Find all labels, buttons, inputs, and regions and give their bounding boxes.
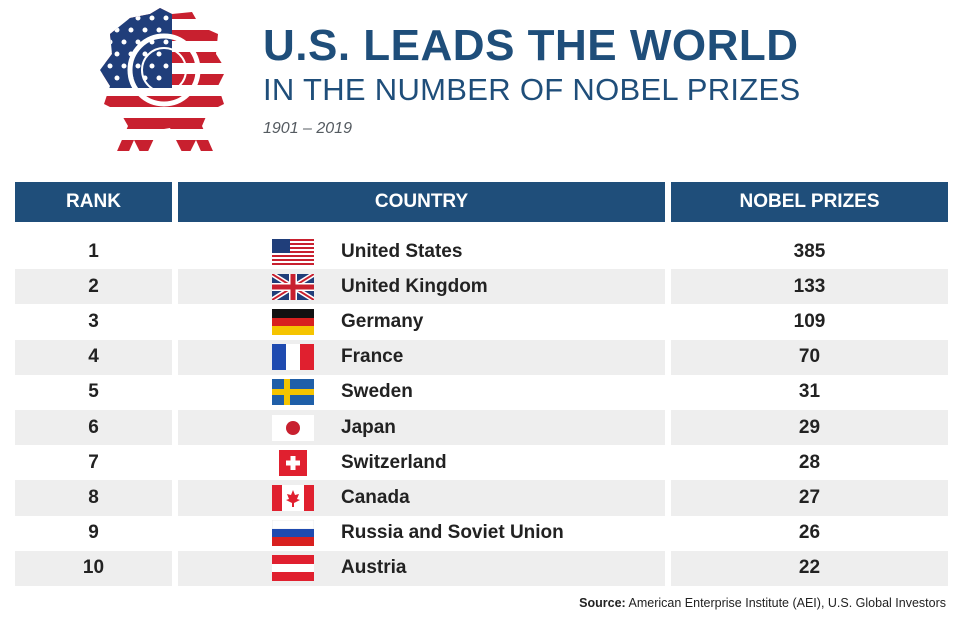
rank-cell: 5 [88,381,99,403]
table-row: 6 Japan 29 [15,409,948,446]
header-nobel-prizes: NOBEL PRIZES [671,182,948,222]
prizes-cell: 31 [798,381,821,403]
country-cell: United States [178,234,665,269]
country-cell: United Kingdom [178,269,665,305]
austria-flag-icon [272,555,314,582]
prizes-cell: 28 [798,451,821,473]
table-row: 7 Switzerland 28 [15,445,948,480]
table-row: 1 United States 385 [15,234,948,269]
russia-flag-icon [272,520,314,547]
country-cell: France [178,339,665,375]
prizes-cell: 29 [671,409,948,446]
page-subtitle: IN THE NUMBER OF NOBEL PRIZES [263,72,801,107]
country-cell: Japan [178,409,665,446]
table-row: 4 France 70 [15,339,948,375]
rank-cell: 7 [88,451,99,473]
country-name: United Kingdom [341,275,488,297]
uk-flag-icon [272,273,314,300]
source-note: Source: American Enterprise Institute (A… [579,596,946,610]
us-flag-medal-logo-icon [100,8,226,160]
country-name: Austria [341,557,407,579]
prizes-cell: 109 [793,310,826,332]
prizes-cell: 27 [671,480,948,516]
country-cell: Canada [178,480,665,516]
header-country: COUNTRY [178,182,665,222]
prizes-cell: 22 [671,550,948,586]
table-row: 8 Canada 27 [15,480,948,516]
prizes-cell: 385 [793,240,826,262]
country-name: Russia and Soviet Union [341,522,564,544]
country-cell: Russia and Soviet Union [178,516,665,551]
rank-cell: 6 [15,409,172,446]
table-row: 2 United Kingdom 133 [15,269,948,305]
country-name: Canada [341,486,410,508]
table-row: 3 Germany 109 [15,304,948,339]
sweden-flag-icon [272,379,314,406]
page-title: U.S. LEADS THE WORLD [263,21,799,70]
table-row: 5 Sweden 31 [15,375,948,410]
country-cell: Austria [178,550,665,586]
table-row: 9 Russia and Soviet Union 26 [15,516,948,551]
canada-flag-icon [272,484,314,511]
rank-cell: 1 [88,240,99,262]
rank-cell: 9 [88,522,99,544]
prizes-cell: 26 [798,522,821,544]
title-block: U.S. LEADS THE WORLD IN THE NUMBER OF NO… [263,22,801,138]
country-name: Japan [341,416,396,438]
prizes-cell: 133 [671,269,948,305]
prizes-cell: 70 [671,339,948,375]
us-flag-icon [272,238,314,265]
source-label: Source: [579,596,626,610]
country-name: Germany [341,310,424,332]
germany-flag-icon [272,308,314,335]
rank-cell: 8 [15,480,172,516]
header-rank: RANK [15,182,172,222]
country-cell: Germany [178,304,665,339]
japan-flag-icon [272,414,314,441]
table-row: 10 Austria 22 [15,550,948,586]
country-name: Sweden [341,381,413,403]
france-flag-icon [272,344,314,371]
rank-cell: 2 [15,269,172,305]
nobel-prizes-table: RANK COUNTRY NOBEL PRIZES 1 United State… [15,182,948,586]
country-name: France [341,346,404,368]
rank-cell: 4 [15,339,172,375]
country-cell: Sweden [178,375,665,410]
country-cell: Switzerland [178,445,665,480]
rank-cell: 3 [88,310,99,332]
switzerland-flag-icon [279,449,307,476]
table-body: 1 United States 385 2 [15,234,948,586]
country-name: United States [341,240,463,262]
table-header: RANK COUNTRY NOBEL PRIZES [15,182,948,222]
source-text: American Enterprise Institute (AEI), U.S… [628,596,946,610]
rank-cell: 10 [15,550,172,586]
country-name: Switzerland [341,451,447,473]
year-range: 1901 – 2019 [263,120,352,137]
